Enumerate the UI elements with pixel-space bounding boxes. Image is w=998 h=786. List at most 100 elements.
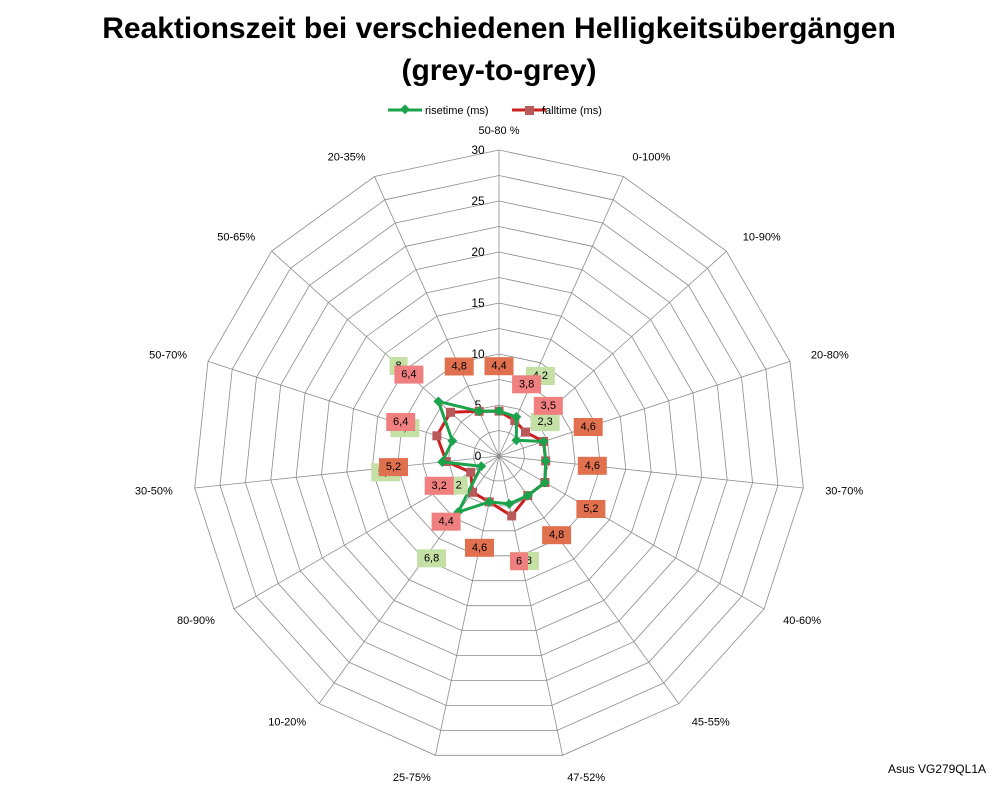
- risetime-point: [540, 455, 551, 466]
- legend: risetime (ms) falltime (ms): [388, 104, 602, 117]
- data-label-bg: [577, 456, 607, 475]
- falltime-point: [432, 431, 442, 441]
- data-label-bg: [431, 512, 461, 531]
- grid-ring: [422, 379, 576, 532]
- category-labels: 50-80 % 0-100% 10-90% 20-80% 30-70% 40-60% 45-…: [135, 125, 863, 784]
- tick-label: 25: [471, 194, 485, 208]
- legend-label-risetime: risetime (ms): [425, 105, 489, 117]
- falltime-point: [507, 511, 517, 521]
- data-label: 4,6: [581, 421, 596, 433]
- risetime-point: [433, 396, 444, 407]
- grid-ring: [397, 353, 601, 557]
- data-label: 6,4: [393, 416, 408, 428]
- data-label-bg: [394, 365, 424, 384]
- grid-ring: [270, 226, 728, 681]
- data-label-bg: [510, 552, 528, 571]
- risetime-point: [511, 435, 522, 446]
- grid-ring: [346, 302, 652, 607]
- data-label: 4,6: [472, 542, 487, 554]
- data-label-bg: [533, 396, 563, 415]
- risetime-point: [504, 498, 515, 509]
- grid-ring: [371, 328, 627, 582]
- tick-label: 10: [471, 347, 485, 361]
- data-label-bg: [449, 476, 468, 495]
- category-label: 80-90%: [177, 615, 215, 627]
- data-label: 2,3: [537, 416, 552, 428]
- category-label: 50-65%: [217, 232, 255, 244]
- grid-ring: [244, 200, 754, 706]
- category-label: 47-52%: [567, 772, 605, 784]
- tick-label: 20: [471, 245, 485, 259]
- category-label: 40-60%: [783, 615, 821, 627]
- category-label: 30-50%: [135, 485, 173, 497]
- legend-entry-risetime: risetime (ms): [388, 104, 489, 117]
- tick-label: 15: [471, 296, 485, 310]
- falltime-point: [510, 416, 520, 426]
- legend-label-falltime: falltime (ms): [542, 105, 602, 117]
- category-label: 25-75%: [393, 772, 431, 784]
- data-label: 6,4: [401, 369, 416, 381]
- data-label: 5,2: [583, 503, 598, 515]
- data-label: 6: [516, 555, 522, 567]
- grid-ring: [321, 277, 677, 631]
- risetime-point: [484, 496, 495, 507]
- data-label-bg: [512, 375, 542, 394]
- data-label-bg: [444, 357, 474, 376]
- risetime-point: [522, 490, 533, 501]
- category-label: 20-80%: [811, 350, 849, 362]
- chart-title-line-1: Reaktionszeit bei verschiedenen Helligke…: [102, 12, 896, 45]
- category-label: 30-70%: [825, 485, 863, 497]
- data-label: 3,2: [432, 480, 447, 492]
- data-label: 3,8: [519, 378, 534, 390]
- category-label: 50-80 %: [479, 125, 520, 137]
- tick-label: 5: [475, 398, 482, 412]
- category-label: 45-55%: [692, 716, 730, 728]
- data-label: 4,6: [585, 460, 600, 472]
- data-label-bg: [484, 357, 514, 376]
- radar-grid: [194, 149, 804, 756]
- data-label-bg: [386, 413, 416, 431]
- data-label: 3,5: [541, 400, 556, 412]
- data-label-bg: [576, 500, 606, 518]
- grid-spoke: [498, 176, 624, 457]
- data-label: 6,8: [424, 552, 439, 564]
- data-label-bg: [424, 476, 454, 495]
- risetime-point: [437, 457, 448, 467]
- falltime-point: [466, 467, 476, 477]
- data-label: 5,2: [386, 461, 401, 473]
- risetime-point: [476, 461, 487, 472]
- data-label-bg: [573, 418, 603, 436]
- risetime-point: [538, 436, 549, 447]
- radial-tick-labels: 0 5 10 15 20 25 30: [471, 143, 485, 463]
- data-label-bg: [465, 538, 494, 557]
- series-line-falltime: [435, 409, 548, 518]
- data-labels: 4,22,34,86,825,64,883,83,564,43,26,46,44…: [371, 357, 607, 571]
- risetime-point: [511, 411, 522, 422]
- grid-ring: [295, 251, 703, 656]
- chart-title-line-2: (grey-to-grey): [401, 54, 596, 87]
- risetime-point: [539, 477, 550, 488]
- data-label-bg: [542, 526, 572, 545]
- data-label: 4,8: [549, 529, 564, 541]
- tick-label: 0: [475, 449, 482, 463]
- legend-entry-falltime: falltime (ms): [512, 105, 602, 117]
- grid-spoke: [318, 455, 500, 704]
- series-line-risetime: [436, 399, 548, 514]
- data-label: 2: [456, 480, 462, 492]
- grid-spoke: [498, 455, 765, 610]
- falltime-point: [521, 427, 530, 437]
- category-label: 0-100%: [632, 151, 670, 163]
- category-label: 10-20%: [268, 716, 306, 728]
- falltime-point: [446, 407, 455, 417]
- category-label: 50-70%: [149, 350, 187, 362]
- risetime-point: [474, 406, 485, 417]
- data-label-bg: [379, 458, 408, 477]
- data-label: 4,4: [438, 516, 453, 528]
- grid-ring: [194, 149, 804, 756]
- data-label-bg: [417, 549, 447, 568]
- source-label: Asus VG279QL1A: [888, 762, 986, 776]
- grid-ring: [473, 430, 525, 482]
- risetime-point: [494, 406, 504, 417]
- grid-ring: [219, 175, 779, 731]
